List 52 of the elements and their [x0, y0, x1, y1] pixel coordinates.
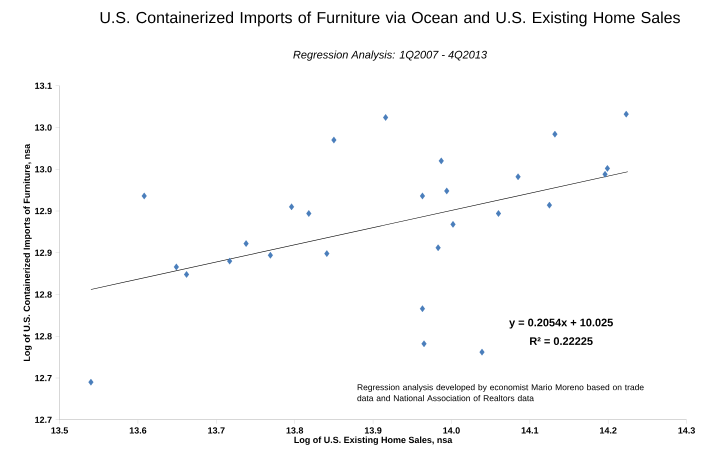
x-axis-title: Log of U.S. Existing Home Sales, nsa	[294, 436, 452, 445]
point	[479, 348, 485, 356]
point	[496, 210, 502, 217]
point	[420, 305, 426, 312]
point	[420, 192, 426, 200]
y-tick-label: 13.1	[35, 82, 52, 89]
x-tick-label: 13.9	[364, 427, 382, 434]
point	[324, 250, 330, 257]
point	[552, 130, 558, 138]
x-tick-label: 14.0	[443, 427, 460, 434]
point	[268, 252, 273, 259]
annotation: y = 0.2054x + 10.025	[509, 318, 613, 329]
y-tick-label: 12.9	[35, 250, 52, 256]
point	[142, 192, 147, 200]
point	[227, 258, 232, 264]
point	[88, 378, 94, 386]
point	[421, 340, 427, 348]
x-tick-label: 14.2	[600, 427, 617, 434]
x-tick-label: 14.3	[678, 427, 695, 434]
x-tick-label: 13.5	[51, 427, 68, 434]
point	[604, 165, 610, 172]
point	[331, 136, 336, 144]
y-tick-label: 13.0	[35, 124, 52, 131]
y-axis-title: Log of U.S. Containerized Imports of Furniture, nsa	[23, 144, 32, 362]
y-tick-label: 12.8	[35, 291, 52, 298]
y-tick-label: 12.7	[35, 416, 52, 423]
x-tick-label: 13.7	[208, 427, 225, 434]
y-tick-label: 13.0	[35, 166, 52, 172]
point	[515, 173, 521, 180]
point	[450, 220, 456, 228]
annotation: Regression analysis developed by economist Mario Moreno based on trade data and National Association of Realtors data	[357, 384, 644, 402]
point	[288, 203, 294, 210]
y-tick-label: 12.9	[35, 208, 52, 214]
point	[546, 202, 552, 209]
point	[383, 114, 388, 121]
y-tick-label: 12.8	[35, 333, 52, 340]
point	[306, 210, 312, 217]
point	[602, 170, 608, 178]
point	[436, 244, 441, 252]
x-tick-label: 13.6	[130, 427, 146, 434]
point	[244, 240, 249, 247]
x-tick-label: 14.1	[522, 427, 538, 434]
y-tick-label: 12.7	[35, 374, 52, 382]
point	[624, 110, 629, 118]
point	[444, 188, 450, 194]
annotation: R² = 0.22225	[530, 337, 593, 346]
x-tick-label: 13.8	[286, 427, 304, 434]
chart-title: U.S. Containerized Imports of Furniture via Ocean and U.S. Existing Home Sales	[100, 12, 680, 26]
point	[174, 264, 179, 270]
point	[438, 158, 444, 164]
chart-subtitle: Regression Analysis: 1Q2007 - 4Q2013	[293, 50, 487, 61]
point	[184, 271, 190, 278]
